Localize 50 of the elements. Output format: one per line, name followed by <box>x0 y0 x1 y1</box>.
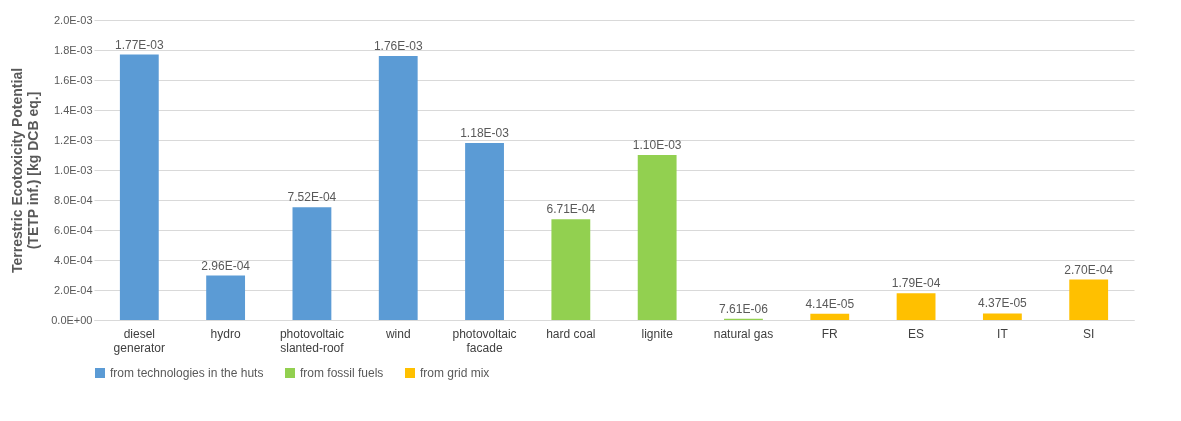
y-tick-label: 1.2E-03 <box>53 133 93 146</box>
x-tick-label: natural gas <box>713 326 774 341</box>
data-label: 2.70E-04 <box>1064 262 1114 277</box>
y-tick-label: 1.0E-03 <box>53 163 93 176</box>
x-tick-label: hard coal <box>546 326 596 341</box>
x-tick-label: ES <box>908 326 925 341</box>
bar <box>982 313 1022 320</box>
y-tick-label: 1.4E-03 <box>53 103 93 116</box>
data-label: 1.79E-04 <box>891 276 941 291</box>
data-label: 2.96E-04 <box>201 258 251 273</box>
legend-label: from grid mix <box>420 366 490 380</box>
data-label: 4.14E-05 <box>805 296 855 311</box>
y-tick-label: 1.8E-03 <box>53 43 93 56</box>
data-label: 7.52E-04 <box>287 190 337 205</box>
y-tick-label: 2.0E-03 <box>53 13 93 26</box>
legend-label: from fossil fuels <box>300 366 384 380</box>
y-tick-label: 2.0E-04 <box>53 283 93 296</box>
x-tick-label: FR <box>821 326 839 341</box>
data-label: 1.10E-03 <box>632 138 682 152</box>
data-label: 1.76E-03 <box>373 39 423 53</box>
bar <box>378 56 418 320</box>
bar <box>119 54 159 320</box>
y-tick-label: 0.0E+00 <box>51 313 93 326</box>
bar <box>637 155 677 320</box>
data-label: 6.71E-04 <box>546 202 596 217</box>
x-tick-label: diesel generator <box>113 326 165 355</box>
x-tick-label: photovoltaic slanted-roof <box>279 326 345 355</box>
data-label: 1.18E-03 <box>460 126 510 140</box>
data-label: 7.61E-06 <box>719 301 769 316</box>
bar <box>896 293 936 320</box>
x-tick-label: SI <box>1083 326 1095 341</box>
x-tick-label: IT <box>997 326 1009 341</box>
bar <box>1069 279 1109 320</box>
bar <box>810 313 850 320</box>
data-label: 1.77E-03 <box>114 37 164 52</box>
bar <box>551 219 591 320</box>
y-tick-label: 6.0E-04 <box>53 223 93 236</box>
y-tick-label: 8.0E-04 <box>53 193 93 206</box>
legend-label: from technologies in the huts <box>110 366 264 380</box>
bar <box>465 143 504 320</box>
data-label: 4.37E-05 <box>978 296 1028 311</box>
y-tick-label: 1.6E-03 <box>53 73 93 86</box>
x-tick-label: lignite <box>641 326 674 341</box>
y-axis-title: Terrestric Ecotoxicity Potential (TETP inf.) [kg DCB eq.] <box>9 67 42 274</box>
x-tick-label: wind <box>384 326 411 341</box>
x-tick-label: photovoltaic facade <box>452 326 517 355</box>
x-tick-label: hydro <box>210 326 241 341</box>
bar <box>292 207 332 320</box>
bar <box>206 275 246 320</box>
y-tick-label: 4.0E-04 <box>53 253 93 266</box>
